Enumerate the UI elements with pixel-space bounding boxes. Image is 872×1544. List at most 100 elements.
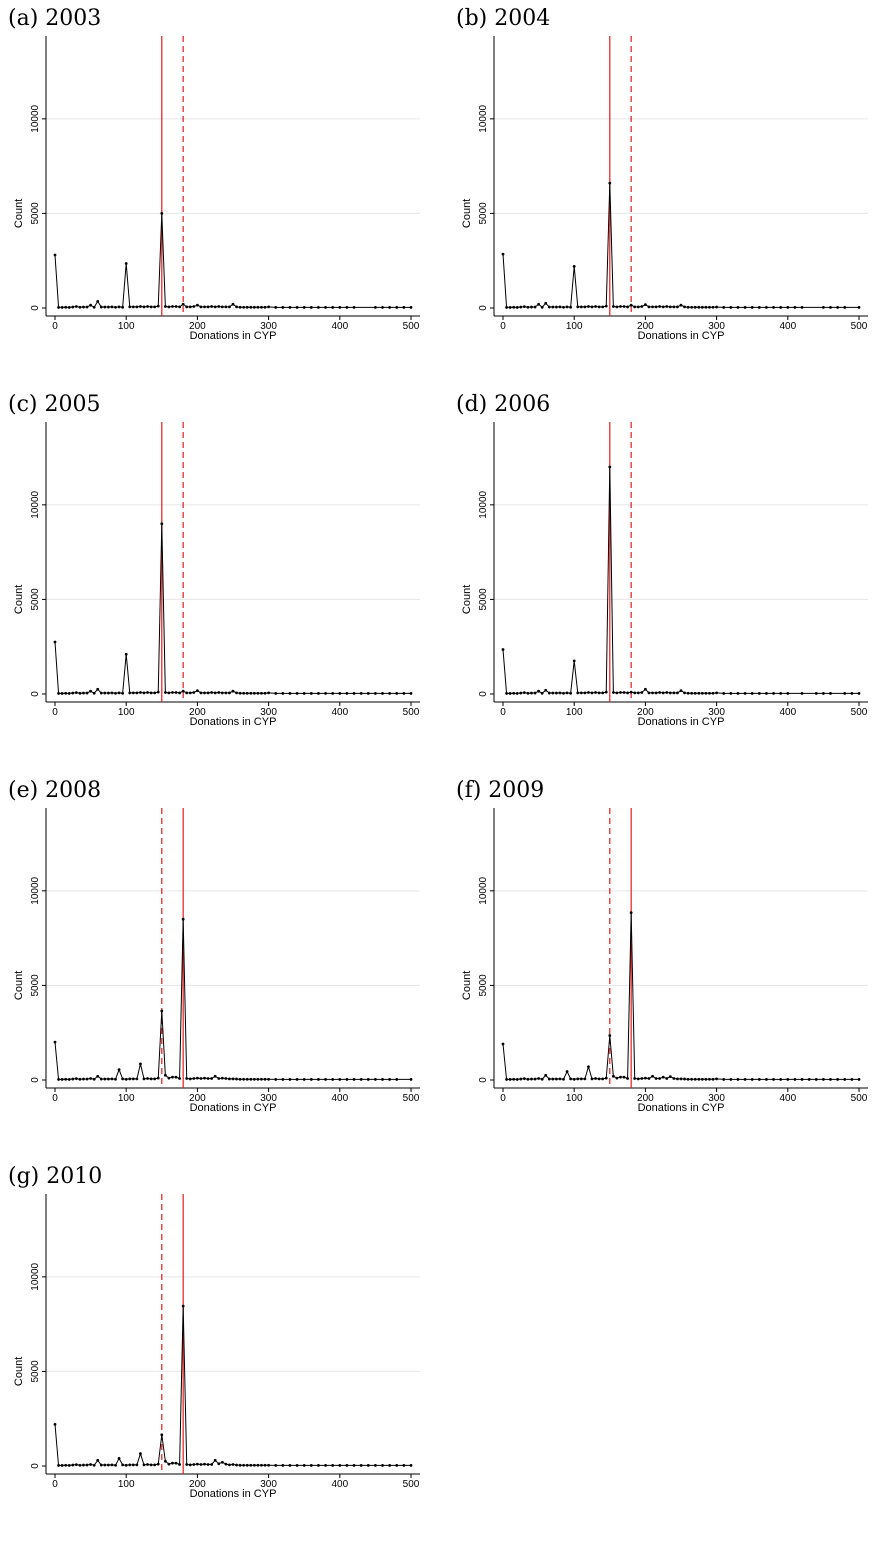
data-point <box>281 692 285 695</box>
data-point <box>220 1460 224 1464</box>
data-point <box>594 1077 597 1080</box>
data-point <box>114 1463 117 1467</box>
data-point <box>295 1464 299 1467</box>
data-point <box>331 1464 335 1467</box>
data-point <box>843 1078 847 1081</box>
data-point <box>395 692 399 695</box>
data-point <box>793 306 797 309</box>
data-point <box>99 1463 103 1467</box>
data-point <box>121 305 125 309</box>
y-tick-label: 10000 <box>478 104 489 132</box>
x-axis-title: Donations in CYP <box>638 716 725 728</box>
data-point <box>519 691 523 695</box>
data-point <box>324 1078 327 1081</box>
data-point <box>686 691 690 695</box>
data-point <box>92 305 96 309</box>
data-point <box>281 1078 285 1081</box>
data-point <box>857 1078 861 1081</box>
data-point <box>526 305 530 309</box>
data-point <box>587 691 590 694</box>
x-axis-title: Donations in CYP <box>638 1102 725 1114</box>
data-point <box>654 305 658 309</box>
data-point <box>409 306 413 309</box>
data-point <box>708 691 711 695</box>
data-point <box>317 1464 320 1467</box>
data-point <box>743 692 747 695</box>
data-point <box>722 692 726 695</box>
data-point <box>829 692 832 695</box>
data-point <box>107 1077 110 1081</box>
data-point <box>526 1077 530 1081</box>
data-point <box>103 305 107 309</box>
data-point <box>188 1077 192 1081</box>
data-point <box>388 306 392 309</box>
y-tick-label: 5000 <box>478 202 489 225</box>
data-point <box>569 1077 573 1081</box>
data-point <box>178 691 182 695</box>
y-axis-title: Count <box>461 585 473 614</box>
data-point <box>555 305 558 309</box>
chart-2008: 0 5000 10000 0 100 200 300 400 500 Donations in C… <box>13 808 420 1114</box>
data-point <box>196 1076 199 1080</box>
y-tick-label: 0 <box>478 1077 489 1083</box>
y-tick-label: 0 <box>30 691 41 697</box>
y-tick-label: 5000 <box>30 974 41 997</box>
data-point <box>217 691 221 694</box>
data-point <box>366 1464 370 1467</box>
data-point <box>85 691 89 695</box>
data-point <box>231 1077 235 1081</box>
data-point <box>288 306 292 309</box>
data-point <box>60 692 64 695</box>
data-point <box>160 1009 164 1013</box>
data-point <box>640 305 644 308</box>
data-point <box>78 305 82 309</box>
data-point <box>146 305 149 308</box>
data-point <box>252 305 256 309</box>
x-tick-label: 500 <box>403 707 420 718</box>
data-point <box>317 1078 320 1081</box>
data-point <box>156 1076 160 1080</box>
data-point <box>736 1078 740 1081</box>
data-point <box>263 691 267 695</box>
data-point <box>540 1077 544 1081</box>
data-point <box>295 692 299 695</box>
data-point <box>309 1078 313 1081</box>
data-point <box>178 1463 182 1466</box>
x-tick-label: 400 <box>331 1479 348 1490</box>
data-point <box>156 1462 160 1466</box>
data-point <box>181 689 185 693</box>
x-tick-label: 0 <box>52 707 58 718</box>
data-point <box>256 1463 260 1467</box>
data-point <box>107 1463 110 1467</box>
data-point <box>547 1077 551 1081</box>
data-point <box>78 1077 82 1081</box>
x-tick-label: 100 <box>566 321 583 332</box>
data-point <box>64 1077 68 1081</box>
data-point <box>252 1463 256 1467</box>
panel-title: (f) 2009 <box>456 778 545 803</box>
data-point <box>772 306 775 309</box>
data-point <box>217 1077 221 1080</box>
x-tick-label: 400 <box>779 321 796 332</box>
data-point <box>74 1077 78 1081</box>
data-point <box>267 1463 270 1467</box>
data-point <box>124 652 128 656</box>
data-point <box>345 692 349 695</box>
data-point <box>807 1078 811 1081</box>
data-point <box>611 305 615 308</box>
data-point <box>263 1077 267 1081</box>
data-point <box>324 1464 327 1467</box>
data-point <box>622 305 626 308</box>
panel-2009: (f) 2009 0 5000 10000 0 100 200 300 400 500 Donat… <box>456 778 872 1158</box>
x-tick-label: 300 <box>708 707 725 718</box>
data-point <box>196 689 199 692</box>
data-point <box>572 659 576 663</box>
data-point <box>274 692 278 695</box>
data-point <box>231 302 235 306</box>
data-point <box>160 522 164 526</box>
data-point <box>224 691 228 695</box>
y-tick-label: 5000 <box>30 588 41 611</box>
panel-2008: (e) 2008 0 5000 10000 0 100 200 300 400 500 Donat… <box>8 778 438 1158</box>
data-point <box>174 691 178 694</box>
data-point <box>92 1463 96 1467</box>
